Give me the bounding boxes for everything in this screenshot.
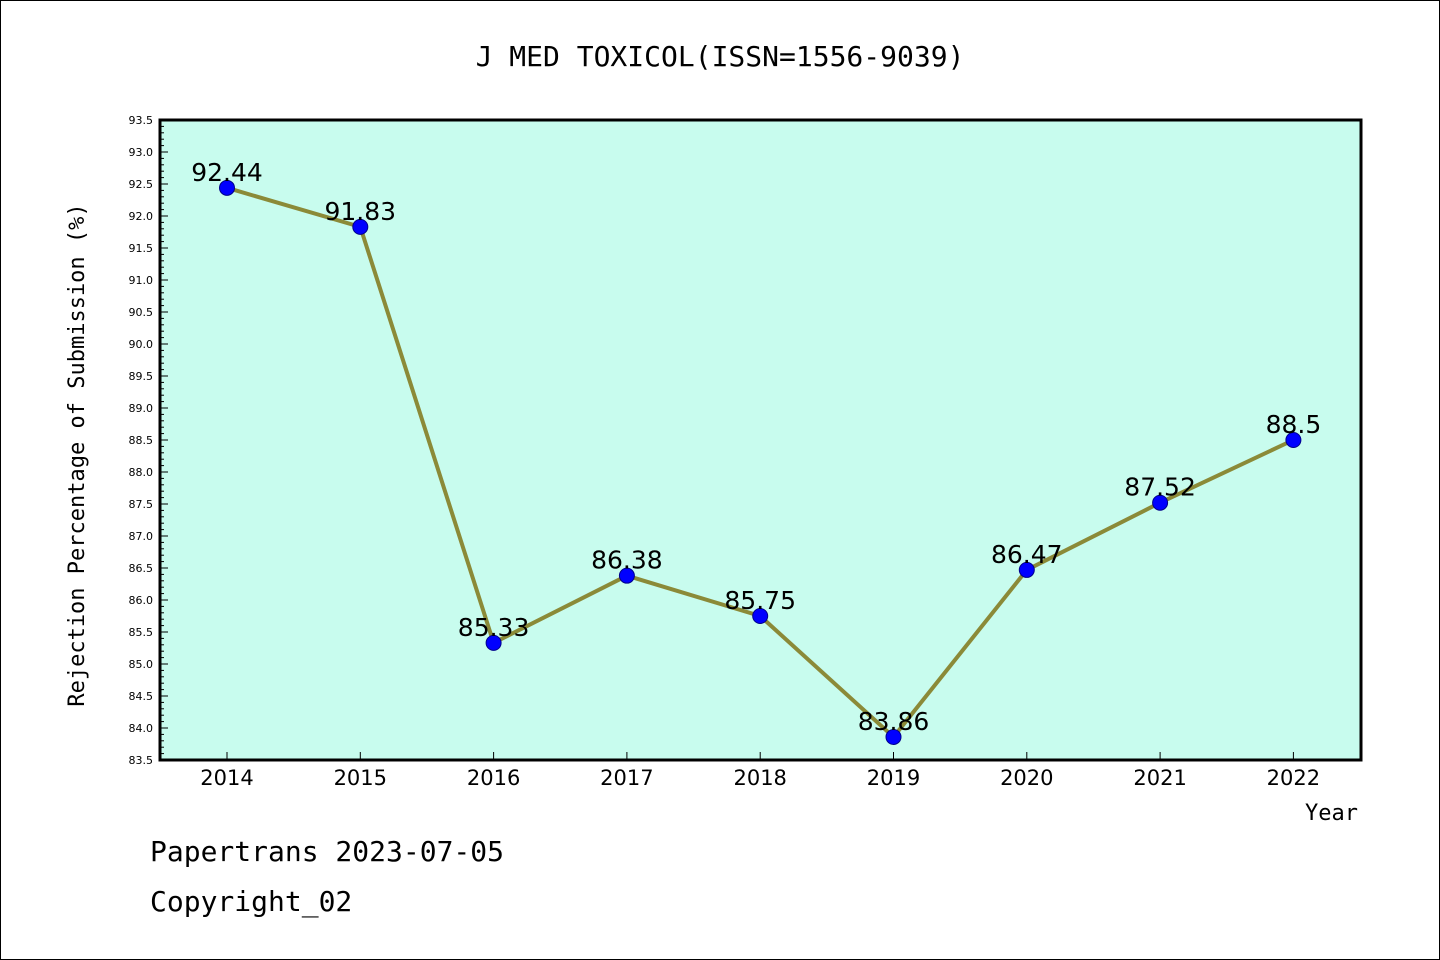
- data-label: 92.44: [191, 158, 263, 187]
- y-tick-label: 87.5: [129, 498, 154, 511]
- x-tick-label: 2015: [334, 766, 387, 790]
- footer-copyright-line: Copyright_02: [150, 885, 353, 918]
- y-tick-label: 91.0: [129, 274, 154, 287]
- data-label: 86.47: [991, 540, 1063, 569]
- y-tick-label: 92.0: [129, 210, 154, 223]
- data-point-marker: [885, 728, 902, 745]
- x-tick-label: 2019: [867, 766, 920, 790]
- data-point-marker: [219, 179, 235, 196]
- chart-title: J MED TOXICOL(ISSN=1556-9039): [476, 40, 965, 73]
- y-tick-label: 90.5: [129, 306, 154, 319]
- x-tick-label: 2016: [467, 766, 520, 790]
- y-tick-label: 83.5: [129, 754, 154, 767]
- footer-date-line: Papertrans 2023-07-05: [150, 835, 505, 868]
- y-tick-label: 84.0: [129, 722, 154, 735]
- data-point-marker: [352, 218, 369, 235]
- y-tick-label: 84.5: [129, 690, 154, 703]
- y-axis-title: Rejection Percentage of Submission (%): [65, 203, 90, 706]
- x-tick-label: 2022: [1267, 766, 1320, 790]
- data-label: 88.5: [1266, 410, 1322, 439]
- y-tick-label: 85.5: [129, 626, 154, 639]
- data-point-marker: [618, 567, 635, 584]
- x-axis: 2014 2015 2016 2017 2018 2019 2020 2021 2022: [200, 752, 1320, 790]
- x-tick-label: 2018: [733, 766, 786, 790]
- y-tick-label: 93.0: [129, 146, 154, 159]
- data-point-marker: [1018, 561, 1035, 578]
- data-label: 87.52: [1124, 473, 1196, 502]
- x-tick-label: 2020: [1000, 766, 1053, 790]
- data-point-marker: [1152, 494, 1169, 511]
- data-label: 85.75: [724, 586, 796, 615]
- data-points: [219, 179, 1302, 745]
- x-tick-label: 2014: [200, 766, 253, 790]
- y-tick-label: 88.5: [129, 434, 154, 447]
- data-label: 85.33: [458, 613, 530, 642]
- y-tick-label: 91.5: [129, 242, 154, 255]
- y-axis: 83.5 84.0 84.5 85.0 85.5 86.0 86.5 87.0 87.5 88.0…: [129, 114, 168, 767]
- data-point-marker: [1285, 432, 1302, 448]
- data-label: 83.86: [858, 707, 930, 736]
- x-tick-label: 2021: [1133, 766, 1186, 790]
- y-tick-label: 86.5: [129, 562, 154, 575]
- y-tick-label: 93.5: [129, 114, 154, 127]
- y-tick-label: 87.0: [129, 530, 154, 543]
- y-tick-label: 86.0: [129, 594, 154, 607]
- y-tick-label: 85.0: [129, 658, 154, 671]
- data-label: 86.38: [591, 546, 663, 575]
- y-tick-label: 88.0: [129, 466, 154, 479]
- data-point-marker: [485, 634, 502, 651]
- x-axis-title: Year: [1305, 801, 1358, 826]
- x-tick-label: 2017: [600, 766, 653, 790]
- data-label: 91.83: [325, 197, 397, 226]
- y-tick-label: 92.5: [129, 178, 154, 191]
- y-tick-label: 89.0: [129, 402, 154, 415]
- data-point-marker: [752, 608, 769, 624]
- data-labels: 92.44 91.83 85.33 86.38 85.75 83.86 86.47 87.52…: [191, 158, 1321, 736]
- y-tick-label: 90.0: [129, 338, 154, 351]
- y-tick-label: 89.5: [129, 370, 154, 383]
